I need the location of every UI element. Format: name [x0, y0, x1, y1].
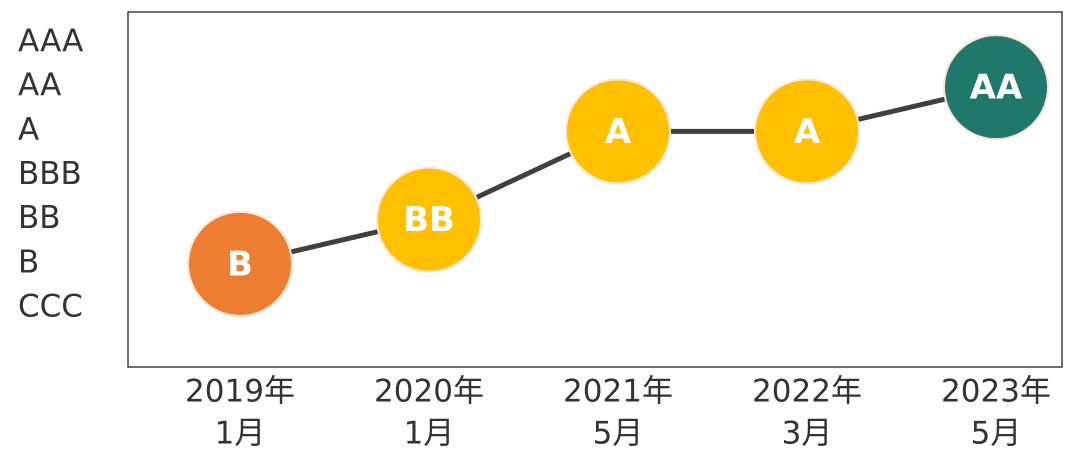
y-tick-label: AAA	[18, 24, 83, 60]
point-label: AA	[970, 68, 1023, 108]
x-tick-label: 5月	[971, 416, 1022, 451]
x-tick-label: 2021年	[563, 374, 673, 410]
point	[376, 166, 482, 273]
y-tick-label: B	[18, 244, 39, 280]
x-tick-label: 1月	[215, 416, 266, 451]
y-tick-label: BBB	[18, 156, 82, 192]
x-tick-label: 1月	[404, 416, 455, 451]
x-tick-label: 5月	[593, 416, 644, 451]
x-tick-label: 2019年	[185, 374, 295, 410]
x-tick-label: 2023年	[941, 374, 1051, 410]
x-tick-label: 2022年	[752, 374, 862, 410]
point	[565, 78, 671, 185]
y-tick-label: BB	[18, 200, 61, 236]
point-label: BB	[403, 200, 455, 240]
plot-frame	[127, 11, 1063, 368]
point	[943, 34, 1049, 141]
point	[754, 78, 860, 185]
x-tick-label: 2020年	[374, 374, 484, 410]
point-label: A	[605, 112, 632, 152]
point-label: B	[227, 244, 253, 284]
y-tick-label: A	[18, 112, 39, 148]
y-tick-label: AA	[18, 68, 61, 104]
x-tick-label: 3月	[782, 416, 833, 451]
point	[187, 210, 293, 317]
y-tick-label: CCC	[18, 289, 83, 325]
point-label: A	[794, 112, 821, 152]
